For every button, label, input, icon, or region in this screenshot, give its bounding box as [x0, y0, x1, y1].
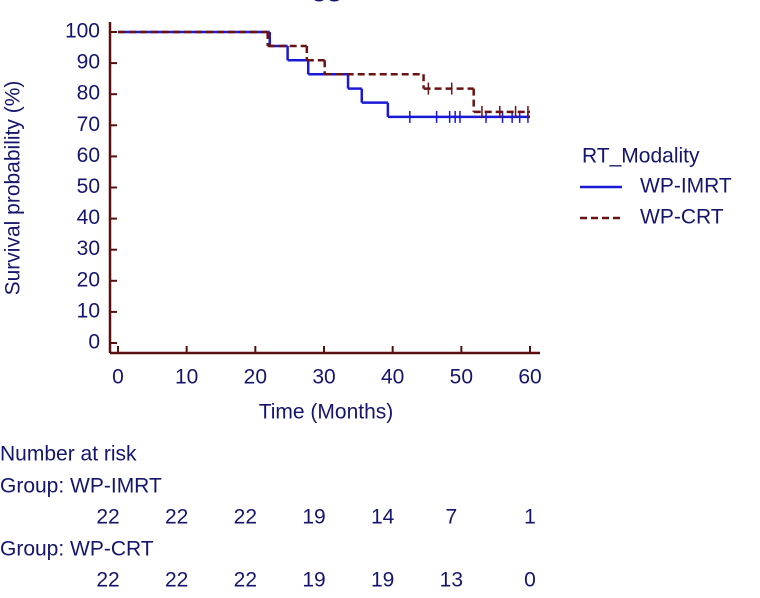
x-tick-label: 20 [244, 366, 267, 389]
x-tick-label: 30 [312, 366, 335, 389]
risk-count: 22 [234, 569, 257, 592]
chart-title: OS [311, 0, 341, 7]
risk-group-label: Group: WP-CRT [0, 538, 154, 561]
y-tick-label: 100 [65, 20, 100, 43]
risk-count: 22 [234, 506, 257, 529]
y-tick-label: 90 [77, 51, 100, 74]
risk-count: 19 [371, 569, 394, 592]
risk-count: 22 [96, 569, 119, 592]
y-tick-label: 60 [77, 144, 100, 167]
risk-count: 22 [165, 569, 188, 592]
y-tick-label: 80 [77, 82, 100, 105]
x-axis-label: Time (Months) [259, 401, 394, 424]
y-tick-label: 70 [77, 113, 100, 136]
y-tick-label: 20 [77, 268, 100, 291]
legend-label: WP-IMRT [640, 175, 732, 198]
risk-count: 19 [302, 569, 325, 592]
risk-count: 19 [302, 506, 325, 529]
risk-count: 1 [524, 506, 536, 529]
x-tick-label: 60 [518, 366, 541, 389]
y-tick-label: 40 [77, 206, 100, 229]
risk-count: 22 [165, 506, 188, 529]
legend-title: RT_Modality [582, 145, 700, 168]
x-tick-label: 40 [381, 366, 404, 389]
y-tick-label: 0 [88, 331, 100, 354]
x-tick-label: 50 [450, 366, 473, 389]
risk-count: 0 [524, 569, 536, 592]
risk-count: 7 [445, 506, 457, 529]
y-axis-label: Survival probability (%) [2, 81, 25, 296]
y-tick-label: 50 [77, 175, 100, 198]
risk-table-title: Number at risk [0, 443, 137, 466]
legend-label: WP-CRT [640, 206, 724, 229]
y-tick-label: 10 [77, 299, 100, 322]
risk-count: 13 [440, 569, 463, 592]
x-tick-label: 0 [112, 366, 124, 389]
risk-group-label: Group: WP-IMRT [0, 475, 162, 498]
risk-count: 22 [96, 506, 119, 529]
x-tick-label: 10 [175, 366, 198, 389]
y-tick-label: 30 [77, 237, 100, 260]
risk-count: 14 [371, 506, 395, 529]
